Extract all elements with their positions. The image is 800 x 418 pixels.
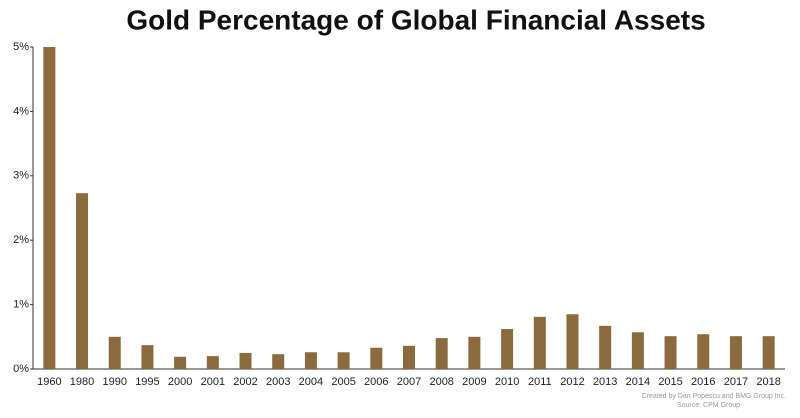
bar — [272, 354, 285, 369]
bar — [239, 352, 252, 369]
bar — [206, 356, 219, 369]
x-tick-label: 2013 — [593, 376, 617, 388]
x-tick-label: 2007 — [397, 376, 421, 388]
credit: Created by Dan Popescu and BMG Group Inc… — [642, 393, 786, 400]
bar — [108, 336, 121, 369]
x-tick-label: 2014 — [626, 376, 650, 388]
bar — [468, 336, 481, 369]
x-tick-label: 2011 — [528, 376, 552, 388]
y-tick-label: 4% — [13, 105, 29, 117]
bar — [370, 347, 383, 369]
bar — [697, 334, 710, 369]
x-tick-label: 2012 — [560, 376, 584, 388]
x-tick-label: 1980 — [70, 376, 94, 388]
x-tick-label: 2017 — [724, 376, 748, 388]
bar — [43, 47, 56, 369]
bar — [664, 336, 677, 369]
bar — [337, 352, 350, 369]
chart-title: Gold Percentage of Global Financial Asse… — [126, 4, 705, 35]
x-tick-label: 1990 — [102, 376, 126, 388]
x-tick-label: 1960 — [37, 376, 61, 388]
bar — [304, 352, 317, 369]
bar — [762, 336, 775, 369]
x-tick-label: 2018 — [756, 376, 780, 388]
bar — [631, 332, 644, 369]
source: Source: CPM Group — [677, 402, 740, 409]
x-tick-label: 2002 — [233, 376, 257, 388]
x-tick-label: 2009 — [462, 376, 486, 388]
x-tick-label: 2006 — [364, 376, 388, 388]
bar — [533, 316, 546, 369]
x-tick-label: 2005 — [331, 376, 355, 388]
bar — [566, 314, 579, 369]
bar — [76, 193, 89, 369]
bar — [435, 338, 448, 369]
y-tick-label: 1% — [13, 299, 29, 311]
x-tick-label: 1995 — [135, 376, 159, 388]
bar — [141, 345, 154, 369]
bar — [729, 336, 742, 369]
x-tick-label: 2003 — [266, 376, 290, 388]
y-tick-label: 3% — [13, 170, 29, 182]
bar — [501, 329, 514, 369]
y-tick-label: 5% — [13, 41, 29, 53]
y-tick-label: 0% — [13, 363, 29, 375]
x-tick-label: 2004 — [299, 376, 323, 388]
x-tick-label: 2008 — [429, 376, 453, 388]
bar — [599, 325, 612, 369]
y-tick-label: 2% — [13, 234, 29, 246]
x-tick-label: 2015 — [658, 376, 682, 388]
x-tick-label: 2001 — [201, 376, 225, 388]
x-tick-label: 2010 — [495, 376, 519, 388]
bar — [174, 356, 187, 369]
bar — [403, 345, 415, 369]
x-tick-label: 2016 — [691, 376, 715, 388]
x-tick-label: 2000 — [168, 376, 192, 388]
